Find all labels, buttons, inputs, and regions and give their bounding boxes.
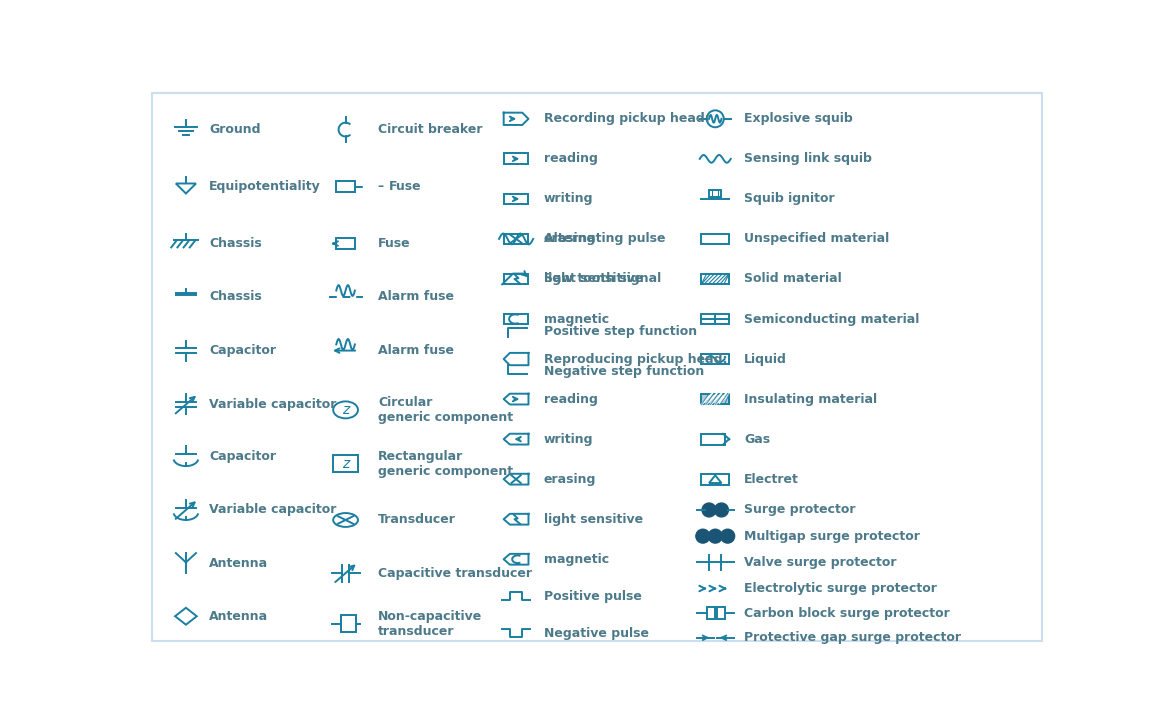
Bar xyxy=(701,233,729,244)
Text: Fuse: Fuse xyxy=(379,237,411,250)
Text: Alternating pulse: Alternating pulse xyxy=(544,233,665,246)
Text: Negative step function: Negative step function xyxy=(544,365,704,378)
Bar xyxy=(503,233,529,244)
Text: Squib ignitor: Squib ignitor xyxy=(744,193,834,206)
Text: Recording pickup head:: Recording pickup head: xyxy=(544,112,709,125)
Text: Ground: Ground xyxy=(210,123,261,136)
Bar xyxy=(341,616,356,632)
Text: reading: reading xyxy=(544,393,598,406)
Text: z: z xyxy=(343,403,350,417)
Bar xyxy=(337,238,355,249)
Bar xyxy=(701,394,729,404)
Text: Alarm fuse: Alarm fuse xyxy=(379,344,454,357)
Text: Chassis: Chassis xyxy=(210,290,262,303)
Text: erasing: erasing xyxy=(544,473,596,486)
Text: Antenna: Antenna xyxy=(210,610,268,623)
Text: Chassis: Chassis xyxy=(210,237,262,250)
Text: Non-capacitive
transducer: Non-capacitive transducer xyxy=(379,610,482,638)
Bar xyxy=(503,153,529,164)
Text: Equipotentiality: Equipotentiality xyxy=(210,180,320,193)
Text: magnetic: magnetic xyxy=(544,313,609,326)
Text: –: – xyxy=(379,180,389,193)
Text: Variable capacitor: Variable capacitor xyxy=(210,398,337,411)
Text: Negative pulse: Negative pulse xyxy=(544,627,649,640)
Bar xyxy=(701,434,725,444)
Text: Liquid: Liquid xyxy=(744,353,786,366)
Text: Capacitor: Capacitor xyxy=(210,344,276,357)
Text: Reproducing pickup head:: Reproducing pickup head: xyxy=(544,353,727,366)
Text: Capacitive transducer: Capacitive transducer xyxy=(379,566,532,579)
Bar xyxy=(701,313,729,324)
Bar xyxy=(333,455,358,473)
Circle shape xyxy=(721,529,735,543)
Text: writing: writing xyxy=(544,433,593,446)
Text: Positive pulse: Positive pulse xyxy=(544,590,642,603)
Text: Insulating material: Insulating material xyxy=(744,393,877,406)
Bar xyxy=(701,353,729,364)
Bar xyxy=(701,273,729,284)
Text: Sensing link squib: Sensing link squib xyxy=(744,153,871,165)
Text: Alarm fuse: Alarm fuse xyxy=(379,290,454,303)
Text: Carbon block surge protector: Carbon block surge protector xyxy=(744,606,949,619)
Bar xyxy=(503,313,529,324)
Bar xyxy=(707,607,715,619)
Text: magnetic: magnetic xyxy=(544,553,609,566)
Text: light sensitive: light sensitive xyxy=(544,273,643,286)
Text: Semiconducting material: Semiconducting material xyxy=(744,313,919,326)
Text: Multigap surge protector: Multigap surge protector xyxy=(744,530,920,542)
Bar xyxy=(701,474,729,485)
Text: Rectangular
generic component: Rectangular generic component xyxy=(379,450,514,478)
Text: light sensitive: light sensitive xyxy=(544,513,643,526)
Circle shape xyxy=(702,503,716,517)
Text: Unspecified material: Unspecified material xyxy=(744,233,889,246)
Bar xyxy=(716,607,725,619)
Bar xyxy=(503,273,529,284)
Text: erasing: erasing xyxy=(544,233,596,246)
Text: Valve surge protector: Valve surge protector xyxy=(744,556,896,569)
Text: writing: writing xyxy=(544,193,593,206)
Circle shape xyxy=(696,529,709,543)
Text: z: z xyxy=(343,457,350,471)
Text: Capacitor: Capacitor xyxy=(210,449,276,462)
Text: Saw tooth signal: Saw tooth signal xyxy=(544,273,662,286)
Circle shape xyxy=(714,503,728,517)
Circle shape xyxy=(708,529,722,543)
Bar xyxy=(503,193,529,204)
Text: Protective gap surge protector: Protective gap surge protector xyxy=(744,631,961,644)
Text: Circuit breaker: Circuit breaker xyxy=(379,123,482,136)
Text: Variable capacitor: Variable capacitor xyxy=(210,504,337,516)
Text: Fuse: Fuse xyxy=(389,180,422,193)
Text: Transducer: Transducer xyxy=(379,513,456,526)
Text: Positive step function: Positive step function xyxy=(544,325,697,338)
Text: Circular
generic component: Circular generic component xyxy=(379,396,514,424)
Text: Electrolytic surge protector: Electrolytic surge protector xyxy=(744,582,937,595)
Text: Antenna: Antenna xyxy=(210,558,268,571)
Bar xyxy=(709,190,721,197)
Text: Surge protector: Surge protector xyxy=(744,504,855,516)
Bar xyxy=(337,181,355,192)
Text: reading: reading xyxy=(544,153,598,165)
Text: Electret: Electret xyxy=(744,473,799,486)
Text: Explosive squib: Explosive squib xyxy=(744,112,853,125)
Text: Solid material: Solid material xyxy=(744,273,841,286)
Text: Gas: Gas xyxy=(744,433,770,446)
